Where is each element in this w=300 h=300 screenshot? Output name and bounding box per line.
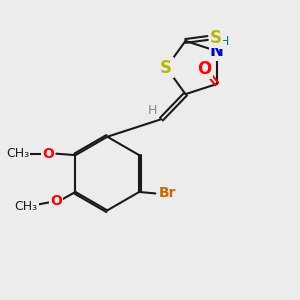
Text: CH₃: CH₃ bbox=[15, 200, 38, 213]
Text: O: O bbox=[197, 60, 212, 78]
Text: S: S bbox=[210, 29, 222, 47]
Text: H: H bbox=[220, 35, 229, 48]
Text: O: O bbox=[42, 147, 54, 161]
Text: CH₃: CH₃ bbox=[6, 147, 29, 160]
Text: H: H bbox=[148, 104, 157, 117]
Text: S: S bbox=[160, 58, 172, 76]
Text: N: N bbox=[210, 42, 224, 60]
Text: Br: Br bbox=[159, 186, 176, 200]
Text: O: O bbox=[50, 194, 62, 208]
